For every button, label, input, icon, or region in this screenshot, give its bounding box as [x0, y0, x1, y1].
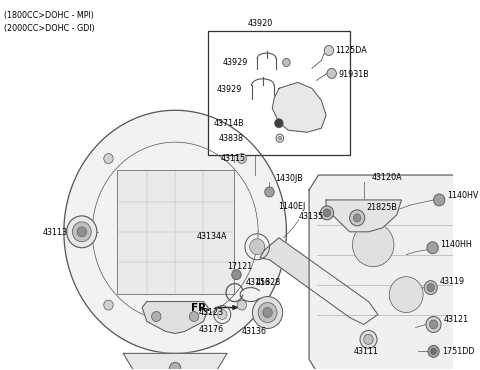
Circle shape	[189, 312, 199, 322]
Polygon shape	[260, 238, 378, 324]
Circle shape	[67, 216, 97, 248]
Text: 1140EJ: 1140EJ	[278, 202, 305, 211]
Circle shape	[275, 119, 283, 128]
Circle shape	[327, 68, 336, 78]
Circle shape	[169, 362, 181, 370]
Circle shape	[424, 280, 437, 295]
Text: 43176: 43176	[199, 325, 224, 334]
Text: 43136: 43136	[241, 327, 266, 336]
Circle shape	[104, 154, 113, 164]
Text: 1140HH: 1140HH	[440, 240, 472, 249]
Circle shape	[265, 187, 274, 197]
Circle shape	[428, 346, 439, 357]
Text: 43111: 43111	[353, 347, 378, 356]
Circle shape	[427, 242, 438, 254]
Circle shape	[278, 136, 282, 140]
Text: (1800CC>DOHC - MPI): (1800CC>DOHC - MPI)	[4, 11, 95, 20]
Polygon shape	[309, 175, 475, 370]
Circle shape	[250, 239, 265, 255]
Circle shape	[217, 310, 227, 319]
Circle shape	[252, 297, 283, 329]
Circle shape	[237, 154, 247, 164]
Text: 45328: 45328	[255, 278, 281, 287]
Text: 43115: 43115	[221, 154, 246, 162]
Circle shape	[427, 284, 434, 292]
Circle shape	[389, 277, 423, 313]
Text: 43123: 43123	[199, 308, 224, 317]
Text: FR.: FR.	[191, 303, 210, 313]
Text: 43121: 43121	[444, 315, 469, 324]
Circle shape	[433, 194, 445, 206]
Circle shape	[353, 214, 361, 222]
Polygon shape	[272, 83, 326, 132]
Polygon shape	[64, 110, 287, 353]
Circle shape	[283, 58, 290, 67]
Text: 43116: 43116	[246, 278, 271, 287]
Text: (2000CC>DOHC - GDI): (2000CC>DOHC - GDI)	[4, 24, 95, 33]
Circle shape	[72, 222, 91, 242]
Circle shape	[232, 270, 241, 280]
Circle shape	[152, 312, 161, 322]
Text: 43134A: 43134A	[196, 232, 227, 241]
Text: 21825B: 21825B	[367, 204, 397, 212]
Text: 43929: 43929	[217, 85, 242, 94]
Circle shape	[352, 223, 394, 267]
Circle shape	[258, 303, 277, 323]
Polygon shape	[142, 302, 208, 333]
Circle shape	[426, 316, 441, 332]
Text: 1430JB: 1430JB	[275, 174, 303, 182]
Circle shape	[364, 334, 373, 344]
Bar	[117, 170, 234, 293]
Text: 43920: 43920	[247, 18, 273, 28]
Text: 17121: 17121	[227, 262, 252, 271]
Text: 43838: 43838	[219, 134, 244, 143]
Circle shape	[104, 300, 113, 310]
Text: 43135: 43135	[299, 212, 324, 221]
Polygon shape	[326, 200, 401, 232]
Circle shape	[237, 300, 247, 310]
Circle shape	[320, 206, 334, 220]
Text: 1751DD: 1751DD	[442, 347, 475, 356]
Text: 43113: 43113	[42, 228, 67, 237]
Circle shape	[263, 307, 272, 317]
Circle shape	[360, 330, 377, 349]
Polygon shape	[123, 353, 227, 370]
Bar	[208, 31, 349, 155]
Text: 1140HV: 1140HV	[447, 191, 478, 201]
Text: 43120A: 43120A	[372, 172, 402, 182]
Text: 1125DA: 1125DA	[336, 46, 367, 55]
Circle shape	[349, 210, 365, 226]
Circle shape	[323, 209, 331, 217]
Circle shape	[429, 320, 438, 329]
Circle shape	[77, 227, 86, 237]
Text: 43929: 43929	[222, 58, 248, 67]
Circle shape	[324, 46, 334, 56]
Text: 91931B: 91931B	[338, 70, 369, 79]
Text: 43119: 43119	[439, 277, 464, 286]
Circle shape	[431, 349, 436, 354]
Text: 43714B: 43714B	[214, 119, 244, 128]
